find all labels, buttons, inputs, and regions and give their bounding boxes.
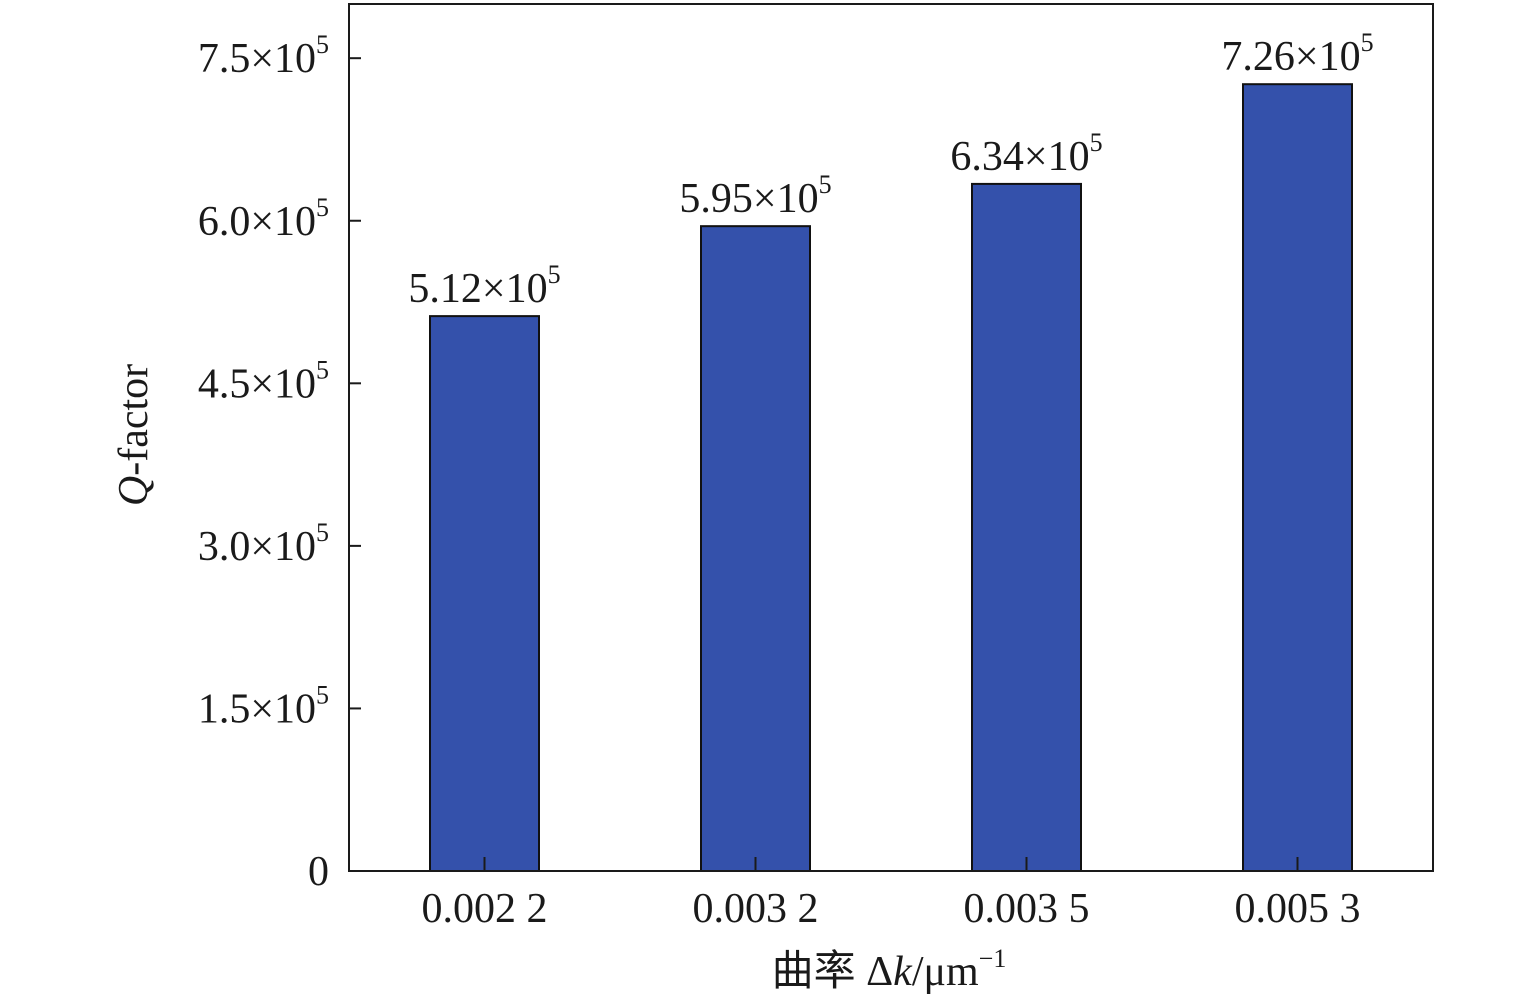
x-tick-label: 0.005 3 (1235, 886, 1361, 932)
y-tick-label: 1.5×105 (198, 680, 329, 732)
y-tick-label: 6.0×105 (198, 193, 329, 245)
y-tick-label: 0 (308, 849, 329, 895)
bar (700, 225, 811, 872)
bar-data-label: 5.12×105 (408, 260, 560, 312)
y-tick-label: 3.0×105 (198, 518, 329, 570)
x-tick-label: 0.003 5 (964, 886, 1090, 932)
x-tick-label: 0.003 2 (693, 886, 819, 932)
y-tick-label: 7.5×105 (198, 30, 329, 82)
bar-data-label: 7.26×105 (1221, 28, 1373, 80)
x-axis-title: 曲率 Δk/μm−1 (772, 944, 1007, 995)
labels-group: 0 1.5×105 3.0×105 4.5×105 6.0×105 7.5×105 0.00… (198, 28, 1374, 932)
bar-data-label: 5.95×105 (679, 170, 831, 222)
plot-frame (348, 3, 1434, 872)
y-axis-title: Q-factor (111, 364, 157, 506)
bar-data-label: 6.34×105 (950, 128, 1102, 180)
x-tick-label: 0.002 2 (422, 886, 548, 932)
bar (971, 182, 1082, 872)
bars-group (429, 83, 1353, 872)
y-tick-label: 4.5×105 (198, 355, 329, 407)
bar (429, 315, 540, 872)
bar (1242, 83, 1353, 872)
ticks-group (349, 57, 1299, 872)
